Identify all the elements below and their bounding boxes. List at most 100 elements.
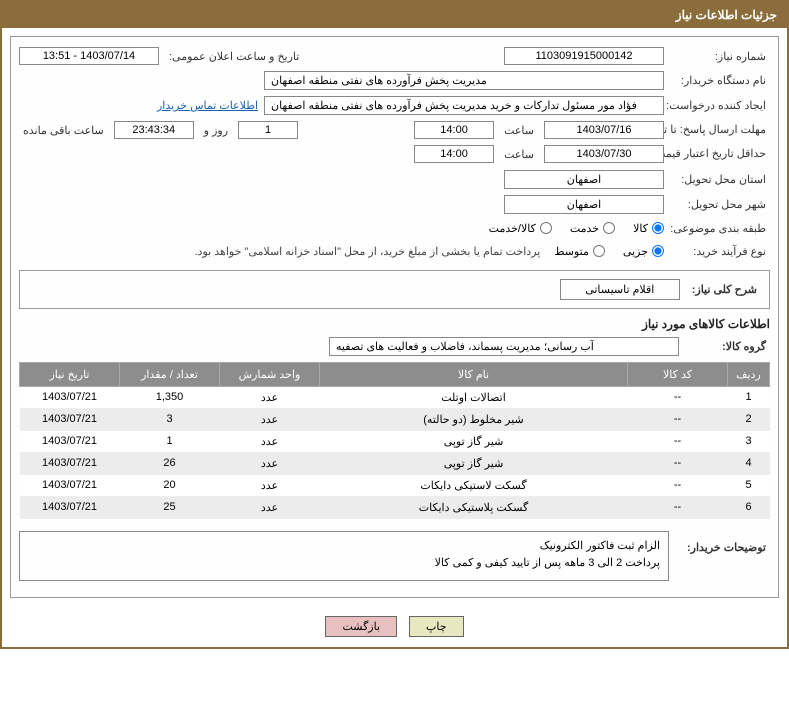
goods-table: ردیف کد کالا نام کالا واحد شمارش تعداد /…	[19, 362, 770, 519]
radio-pt-medium[interactable]	[593, 245, 605, 257]
panel-header: جزئیات اطلاعات نیاز	[2, 2, 787, 28]
row-need-no: شماره نیاز: 1103091915000142 تاریخ و ساع…	[19, 47, 770, 65]
th-unit: واحد شمارش	[220, 362, 320, 386]
table-cell: عدد	[220, 452, 320, 474]
link-buyer-contact[interactable]: اطلاعات تماس خریدار	[157, 99, 258, 112]
table-row: 5--گسکت لاستیکی دایکاتعدد201403/07/21	[20, 474, 770, 496]
label-need-no: شماره نیاز:	[670, 48, 770, 65]
radio-cat-both-label: کالا/خدمت	[489, 222, 536, 235]
button-row: چاپ بازگشت	[2, 606, 787, 647]
radio-pt-medium-label: متوسط	[554, 245, 589, 258]
label-province: استان محل تحویل:	[670, 171, 770, 188]
table-cell: عدد	[220, 474, 320, 496]
label-overview: شرح کلی نیاز:	[688, 281, 761, 298]
label-deadline: مهلت ارسال پاسخ: تا تاریخ:	[670, 121, 770, 139]
radio-pt-minor[interactable]	[652, 245, 664, 257]
th-qty: تعداد / مقدار	[120, 362, 220, 386]
label-announce-dt: تاریخ و ساعت اعلان عمومی:	[165, 48, 303, 65]
table-cell: 1403/07/21	[20, 452, 120, 474]
table-cell: --	[628, 474, 728, 496]
table-cell: 1,350	[120, 386, 220, 408]
table-cell: 5	[728, 474, 770, 496]
back-button[interactable]: بازگشت	[325, 616, 397, 637]
table-cell: 4	[728, 452, 770, 474]
table-cell: گسکت پلاستیکی دایکات	[320, 496, 628, 518]
table-cell: 3	[120, 408, 220, 430]
radio-pt-minor-wrap[interactable]: جزیی	[623, 245, 664, 258]
table-cell: --	[628, 386, 728, 408]
table-cell: 2	[728, 408, 770, 430]
overview-box: شرح کلی نیاز: اقلام تاسیساتی	[19, 270, 770, 309]
main-panel: جزئیات اطلاعات نیاز شماره نیاز: 11030919…	[0, 0, 789, 649]
section-title-goods: اطلاعات کالاهای مورد نیاز	[19, 317, 770, 331]
row-subject-cat: طبقه بندی موضوعی: کالا خدمت کالا/خدمت	[19, 220, 770, 237]
field-province: اصفهان	[504, 170, 664, 189]
field-goods-group: آب رسانی؛ مدیریت پسماند، فاضلاب و فعالیت…	[329, 337, 679, 356]
table-cell: شیر گاز توپی	[320, 430, 628, 452]
radio-cat-service[interactable]	[603, 222, 615, 234]
table-cell: --	[628, 496, 728, 518]
row-buyer-org: نام دستگاه خریدار: مدیریت پخش فرآورده ها…	[19, 71, 770, 90]
radio-pt-minor-label: جزیی	[623, 245, 648, 258]
field-buyer-notes: الزام ثبت فاکتور الکترونیکپرداخت 2 الی 3…	[19, 531, 669, 581]
th-name: نام کالا	[320, 362, 628, 386]
table-cell: شیر مخلوط (دو حالته)	[320, 408, 628, 430]
table-cell: --	[628, 430, 728, 452]
row-deadline: مهلت ارسال پاسخ: تا تاریخ: 1403/07/16 سا…	[19, 121, 770, 139]
table-cell: 6	[728, 496, 770, 518]
field-days-left: 1	[238, 121, 298, 139]
radio-cat-service-wrap[interactable]: خدمت	[570, 222, 615, 235]
label-days-and: روز و	[200, 122, 232, 139]
label-time-1: ساعت	[500, 122, 538, 139]
th-date: تاریخ نیاز	[20, 362, 120, 386]
label-validity: حداقل تاریخ اعتبار قیمت: تا تاریخ:	[670, 145, 770, 163]
field-overview: اقلام تاسیساتی	[560, 279, 680, 300]
field-deadline-date: 1403/07/16	[544, 121, 664, 139]
row-purchase-type: نوع فرآیند خرید: جزیی متوسط پرداخت تمام …	[19, 243, 770, 260]
table-cell: عدد	[220, 386, 320, 408]
field-buyer-org: مدیریت پخش فرآورده های نفتی منطقه اصفهان	[264, 71, 664, 90]
table-cell: 26	[120, 452, 220, 474]
row-buyer-notes: توضیحات خریدار: الزام ثبت فاکتور الکترون…	[19, 527, 770, 581]
table-row: 1--اتصالات اوتلتعدد1,3501403/07/21	[20, 386, 770, 408]
print-button[interactable]: چاپ	[409, 616, 464, 637]
field-deadline-time: 14:00	[414, 121, 494, 139]
table-cell: --	[628, 452, 728, 474]
table-cell: 3	[728, 430, 770, 452]
table-cell: شیر گاز توپی	[320, 452, 628, 474]
table-row: 3--شیر گاز توپیعدد11403/07/21	[20, 430, 770, 452]
radio-pt-medium-wrap[interactable]: متوسط	[554, 245, 605, 258]
table-cell: 1403/07/21	[20, 386, 120, 408]
content-area: شماره نیاز: 1103091915000142 تاریخ و ساع…	[2, 28, 787, 606]
radio-cat-goods[interactable]	[652, 222, 664, 234]
goods-table-head: ردیف کد کالا نام کالا واحد شمارش تعداد /…	[20, 362, 770, 386]
radio-cat-goods-wrap[interactable]: کالا	[633, 222, 664, 235]
table-cell: 1403/07/21	[20, 408, 120, 430]
table-cell: 25	[120, 496, 220, 518]
table-cell: 20	[120, 474, 220, 496]
table-cell: 1	[120, 430, 220, 452]
row-city: شهر محل تحویل: اصفهان	[19, 195, 770, 214]
radio-cat-goods-label: کالا	[633, 222, 648, 235]
label-requester: ایجاد کننده درخواست:	[670, 97, 770, 114]
table-cell: 1403/07/21	[20, 430, 120, 452]
radio-cat-both-wrap[interactable]: کالا/خدمت	[489, 222, 552, 235]
table-cell: عدد	[220, 496, 320, 518]
row-province: استان محل تحویل: اصفهان	[19, 170, 770, 189]
field-need-no: 1103091915000142	[504, 47, 664, 65]
table-cell: اتصالات اوتلت	[320, 386, 628, 408]
field-announce-dt: 1403/07/14 - 13:51	[19, 47, 159, 65]
row-requester: ایجاد کننده درخواست: فؤاد مور مسئول تدار…	[19, 96, 770, 115]
row-validity: حداقل تاریخ اعتبار قیمت: تا تاریخ: 1403/…	[19, 145, 770, 163]
table-row: 6--گسکت پلاستیکی دایکاتعدد251403/07/21	[20, 496, 770, 518]
radio-cat-both[interactable]	[540, 222, 552, 234]
th-code: کد کالا	[628, 362, 728, 386]
purchase-note: پرداخت تمام یا بخشی از مبلغ خرید، از محل…	[195, 245, 541, 258]
goods-table-body: 1--اتصالات اوتلتعدد1,3501403/07/212--شیر…	[20, 386, 770, 518]
field-validity-date: 1403/07/30	[544, 145, 664, 163]
table-cell: عدد	[220, 430, 320, 452]
field-time-left: 23:43:34	[114, 121, 194, 139]
table-row: 2--شیر مخلوط (دو حالته)عدد31403/07/21	[20, 408, 770, 430]
details-panel: شماره نیاز: 1103091915000142 تاریخ و ساع…	[10, 36, 779, 598]
field-requester: فؤاد مور مسئول تدارکات و خرید مدیریت پخش…	[264, 96, 664, 115]
